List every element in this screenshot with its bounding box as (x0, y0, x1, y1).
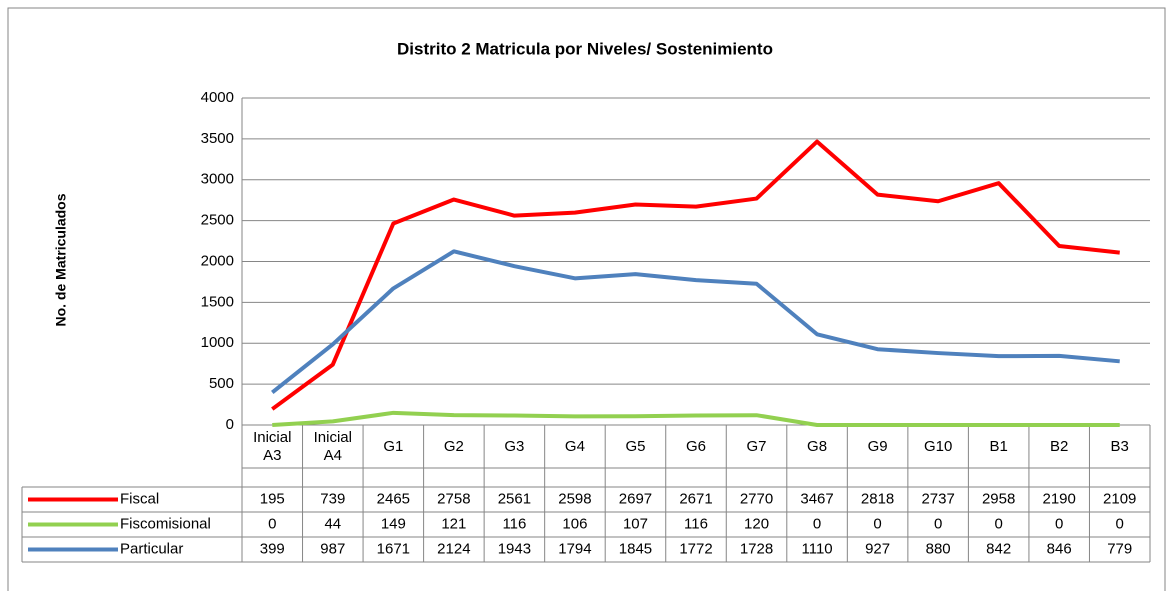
chart-border (7, 7, 1166, 591)
table-value: 846 (1047, 540, 1072, 557)
y-tick-label: 500 (209, 375, 234, 392)
x-tick-label: G2 (443, 437, 464, 455)
table-value: 0 (1055, 515, 1063, 532)
table-value: 0 (994, 515, 1002, 532)
table-value: 1110 (801, 540, 832, 557)
table-value: 106 (562, 515, 587, 532)
x-tick-label: G9 (867, 437, 888, 455)
table-value: 44 (324, 515, 341, 532)
table-value: 0 (268, 515, 276, 532)
table-value: 987 (320, 540, 345, 557)
x-tick-label: G3 (504, 437, 525, 455)
table-value: 1671 (377, 540, 410, 557)
table-value: 2465 (377, 490, 410, 507)
table-value: 2758 (437, 490, 470, 507)
table-value: 3467 (800, 490, 833, 507)
y-tick-label: 0 (226, 416, 234, 433)
table-value: 2124 (437, 540, 470, 557)
x-tick-label: G1 (383, 437, 404, 455)
table-value: 0 (1116, 515, 1124, 532)
table-value: 0 (813, 515, 821, 532)
table-value: 1943 (498, 540, 531, 557)
table-value: 1728 (740, 540, 773, 557)
x-tick-label: Inicial A3 (253, 428, 292, 464)
series-line (272, 410, 1120, 427)
x-tick-label: G10 (923, 437, 953, 455)
table-value: 1772 (679, 540, 712, 557)
table-value: 0 (873, 515, 881, 532)
table-value: 2770 (740, 490, 773, 507)
y-tick-label: 3500 (201, 130, 234, 147)
x-tick-label: G6 (685, 437, 706, 455)
table-value: 2561 (498, 490, 531, 507)
x-tick-label: Inicial A4 (313, 428, 352, 464)
table-value: 739 (320, 490, 345, 507)
legend-label: Fiscal (120, 490, 159, 507)
table-value: 2671 (679, 490, 712, 507)
x-tick-label: G8 (807, 437, 828, 455)
y-tick-label: 3000 (201, 171, 234, 188)
y-tick-label: 4000 (201, 89, 234, 106)
table-value: 116 (502, 515, 526, 532)
table-value: 2737 (921, 490, 954, 507)
table-value: 842 (986, 540, 1011, 557)
series-line (271, 139, 1120, 411)
x-tick-label: G4 (564, 437, 585, 455)
table-value: 927 (865, 540, 890, 557)
x-tick-label: G7 (746, 437, 767, 455)
table-value: 2109 (1103, 490, 1136, 507)
table-value: 779 (1107, 540, 1132, 557)
table-value: 880 (926, 540, 951, 557)
legend-label: Particular (120, 540, 183, 557)
table-value: 1845 (619, 540, 652, 557)
table-value: 2697 (619, 490, 652, 507)
table-value: 0 (934, 515, 942, 532)
y-tick-label: 1500 (201, 293, 234, 310)
table-value: 2598 (558, 490, 591, 507)
x-tick-label: B2 (1050, 437, 1069, 455)
table-value: 1794 (558, 540, 591, 557)
chart-title: Distrito 2 Matricula por Niveles/ Sosten… (397, 39, 773, 58)
table-value: 195 (260, 490, 285, 507)
table-value: 399 (260, 540, 285, 557)
x-tick-label: B3 (1110, 437, 1129, 455)
x-tick-label: G5 (625, 437, 646, 455)
table-value: 120 (744, 515, 769, 532)
series-line (271, 249, 1120, 394)
table-value: 116 (684, 515, 708, 532)
table-value: 2190 (1043, 490, 1076, 507)
table-value: 121 (441, 515, 466, 532)
table-value: 2818 (861, 490, 894, 507)
table-value: 2958 (982, 490, 1015, 507)
table-value: 107 (623, 515, 648, 532)
x-tick-label: B1 (989, 437, 1008, 455)
y-tick-label: 1000 (201, 334, 234, 351)
table-value: 149 (381, 515, 406, 532)
legend-label: Fiscomisional (120, 515, 211, 532)
y-tick-label: 2000 (201, 252, 234, 269)
y-axis-label: No. de Matriculados (53, 193, 69, 326)
y-tick-label: 2500 (201, 212, 234, 229)
